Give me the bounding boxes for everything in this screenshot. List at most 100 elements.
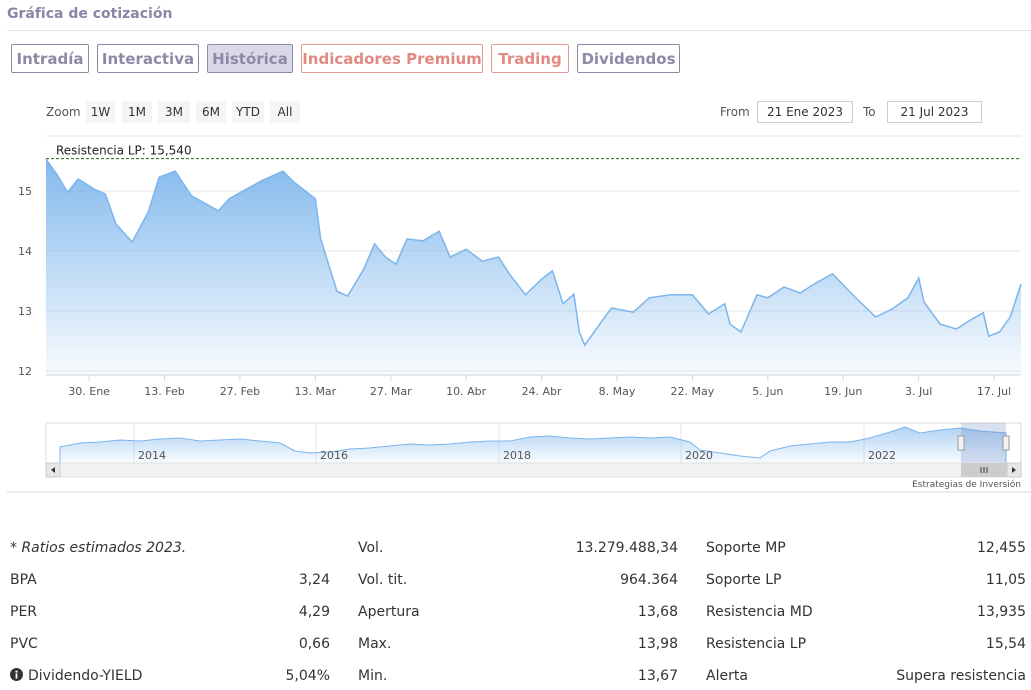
navigator-label: 2020 xyxy=(685,449,713,462)
x-tick-label: 13. Feb xyxy=(144,385,184,398)
from-input[interactable]: 21 Ene 2023 xyxy=(757,101,853,123)
navigator-handle[interactable] xyxy=(1002,435,1010,451)
series-line xyxy=(45,158,1022,347)
ratio-value: 964.364 xyxy=(620,572,678,588)
ratio-label-text: Vol. tit. xyxy=(358,572,408,588)
info-icon[interactable] xyxy=(10,668,23,681)
x-tick-label: 8. May xyxy=(599,385,636,398)
ratio-label: BPA xyxy=(10,572,37,588)
navigator-label: 2016 xyxy=(320,449,348,462)
y-tick-label: 15 xyxy=(18,185,32,198)
x-tick-label: 13. Mar xyxy=(294,385,336,398)
tab[interactable]: Intradía xyxy=(11,44,89,73)
page-title: Gráfica de cotización xyxy=(7,6,173,22)
ratio-value: 13.279.488,34 xyxy=(575,540,678,556)
x-tick-label: 24. Abr xyxy=(522,385,562,398)
tab[interactable]: Trading xyxy=(491,44,569,73)
navigator-handle[interactable] xyxy=(957,435,965,451)
ratio-value: 13,67 xyxy=(637,668,678,684)
x-tick-label: 17. Jul xyxy=(977,385,1011,398)
ratio-label-text: Soporte LP xyxy=(706,572,782,588)
chart: 12 13 14 15 30. Ene 13. Feb 27. Feb 13. Mar 27. … xyxy=(7,135,1031,493)
ratio-label: PER xyxy=(10,604,37,620)
from-label: From xyxy=(720,105,750,119)
ratio-value: 4,29 xyxy=(298,604,330,620)
ratio-label: PVC xyxy=(10,636,38,652)
x-tick-label: 27. Mar xyxy=(370,385,412,398)
arrow-left xyxy=(51,467,55,473)
x-tick-label: 3. Jul xyxy=(905,385,932,398)
navigator-mask[interactable] xyxy=(961,423,1006,463)
x-tick-label: 30. Ene xyxy=(68,385,110,398)
annotation: Resistencia LP: 15,540 xyxy=(56,144,192,158)
credits: Estrategias de Inversión xyxy=(912,479,1021,490)
ratio-value: 0,66 xyxy=(298,636,330,652)
ratio-value: Supera resistencia xyxy=(896,668,1026,684)
ratio-label-text: Max. xyxy=(358,636,392,652)
tab[interactable]: Indicadores Premium xyxy=(301,44,483,73)
ratio-label-text: * Ratios estimados 2023. xyxy=(10,540,187,556)
ratio-label-text: Apertura xyxy=(358,604,420,620)
ratio-label-text: Alerta xyxy=(706,668,748,684)
ratio-label: Vol. xyxy=(358,540,383,556)
divider xyxy=(7,30,1031,31)
ratio-label: Apertura xyxy=(358,604,420,620)
ratio-value: 13,98 xyxy=(637,636,678,652)
thumb-grip xyxy=(980,467,988,473)
zoom-button[interactable]: 6M xyxy=(196,101,226,123)
ratio-value: 3,24 xyxy=(298,572,330,588)
zoom-button[interactable]: All xyxy=(270,101,300,123)
ratio-label: Soporte LP xyxy=(706,572,781,588)
ratio-label-text: Soporte MP xyxy=(706,540,786,556)
tab[interactable]: Dividendos xyxy=(577,44,680,73)
y-tick-label: 13 xyxy=(18,305,32,318)
x-tick-label: 22. May xyxy=(671,385,715,398)
zoom-button[interactable]: YTD xyxy=(232,101,264,123)
to-input[interactable]: 21 Jul 2023 xyxy=(887,101,982,123)
navigator-label: 2014 xyxy=(138,449,166,462)
x-tick-label: 10. Abr xyxy=(446,385,486,398)
area-fill xyxy=(46,159,1021,375)
ratio-label-text: Min. xyxy=(358,668,388,684)
ratio-label: Resistencia LP xyxy=(706,636,806,652)
scrollbar[interactable] xyxy=(45,462,1022,478)
ratio-label: * Ratios estimados 2023. xyxy=(10,540,186,556)
ratio-value: 12,455 xyxy=(977,540,1026,556)
x-tick-label: 5. Jun xyxy=(752,385,783,398)
x-tick-label: 19. Jun xyxy=(824,385,862,398)
zoom-button[interactable]: 1M xyxy=(122,101,152,123)
navigator-label: 2022 xyxy=(868,449,896,462)
ratio-value: 11,05 xyxy=(985,572,1026,588)
ratio-label-text: BPA xyxy=(10,572,37,588)
y-tick-label: 12 xyxy=(18,365,32,378)
ratio-label: Dividendo-YIELD xyxy=(10,668,142,684)
tab[interactable]: Histórica xyxy=(207,44,293,73)
zoom-button[interactable]: 1W xyxy=(86,101,115,123)
y-tick-label: 14 xyxy=(18,245,32,258)
ratio-label: Alerta xyxy=(706,668,748,684)
tab[interactable]: Interactiva xyxy=(97,44,199,73)
ratio-label-text: Vol. xyxy=(358,540,384,556)
zoom-label: Zoom xyxy=(46,105,81,119)
zoom-button[interactable]: 3M xyxy=(158,101,190,123)
ratio-label-text: PER xyxy=(10,604,38,620)
ratio-value: 13,68 xyxy=(637,604,678,620)
ratio-label: Vol. tit. xyxy=(358,572,407,588)
ratio-value: 15,54 xyxy=(985,636,1026,652)
ratio-label: Min. xyxy=(358,668,387,684)
ratio-label-text: Resistencia MD xyxy=(706,604,813,620)
navigator-series xyxy=(59,426,1007,464)
ratio-label-text: Dividendo-YIELD xyxy=(28,668,143,684)
ratio-label-text: PVC xyxy=(10,636,38,652)
x-tick-label: 27. Feb xyxy=(220,385,260,398)
ratio-label: Resistencia MD xyxy=(706,604,813,620)
arrow-right xyxy=(1012,467,1016,473)
ratio-label: Max. xyxy=(358,636,391,652)
ratio-value: 13,935 xyxy=(977,604,1026,620)
to-label: To xyxy=(863,105,876,119)
ratio-label: Soporte MP xyxy=(706,540,786,556)
ratio-label-text: Resistencia LP xyxy=(706,636,807,652)
navigator-label: 2018 xyxy=(503,449,531,462)
ratio-value: 5,04% xyxy=(285,668,330,684)
